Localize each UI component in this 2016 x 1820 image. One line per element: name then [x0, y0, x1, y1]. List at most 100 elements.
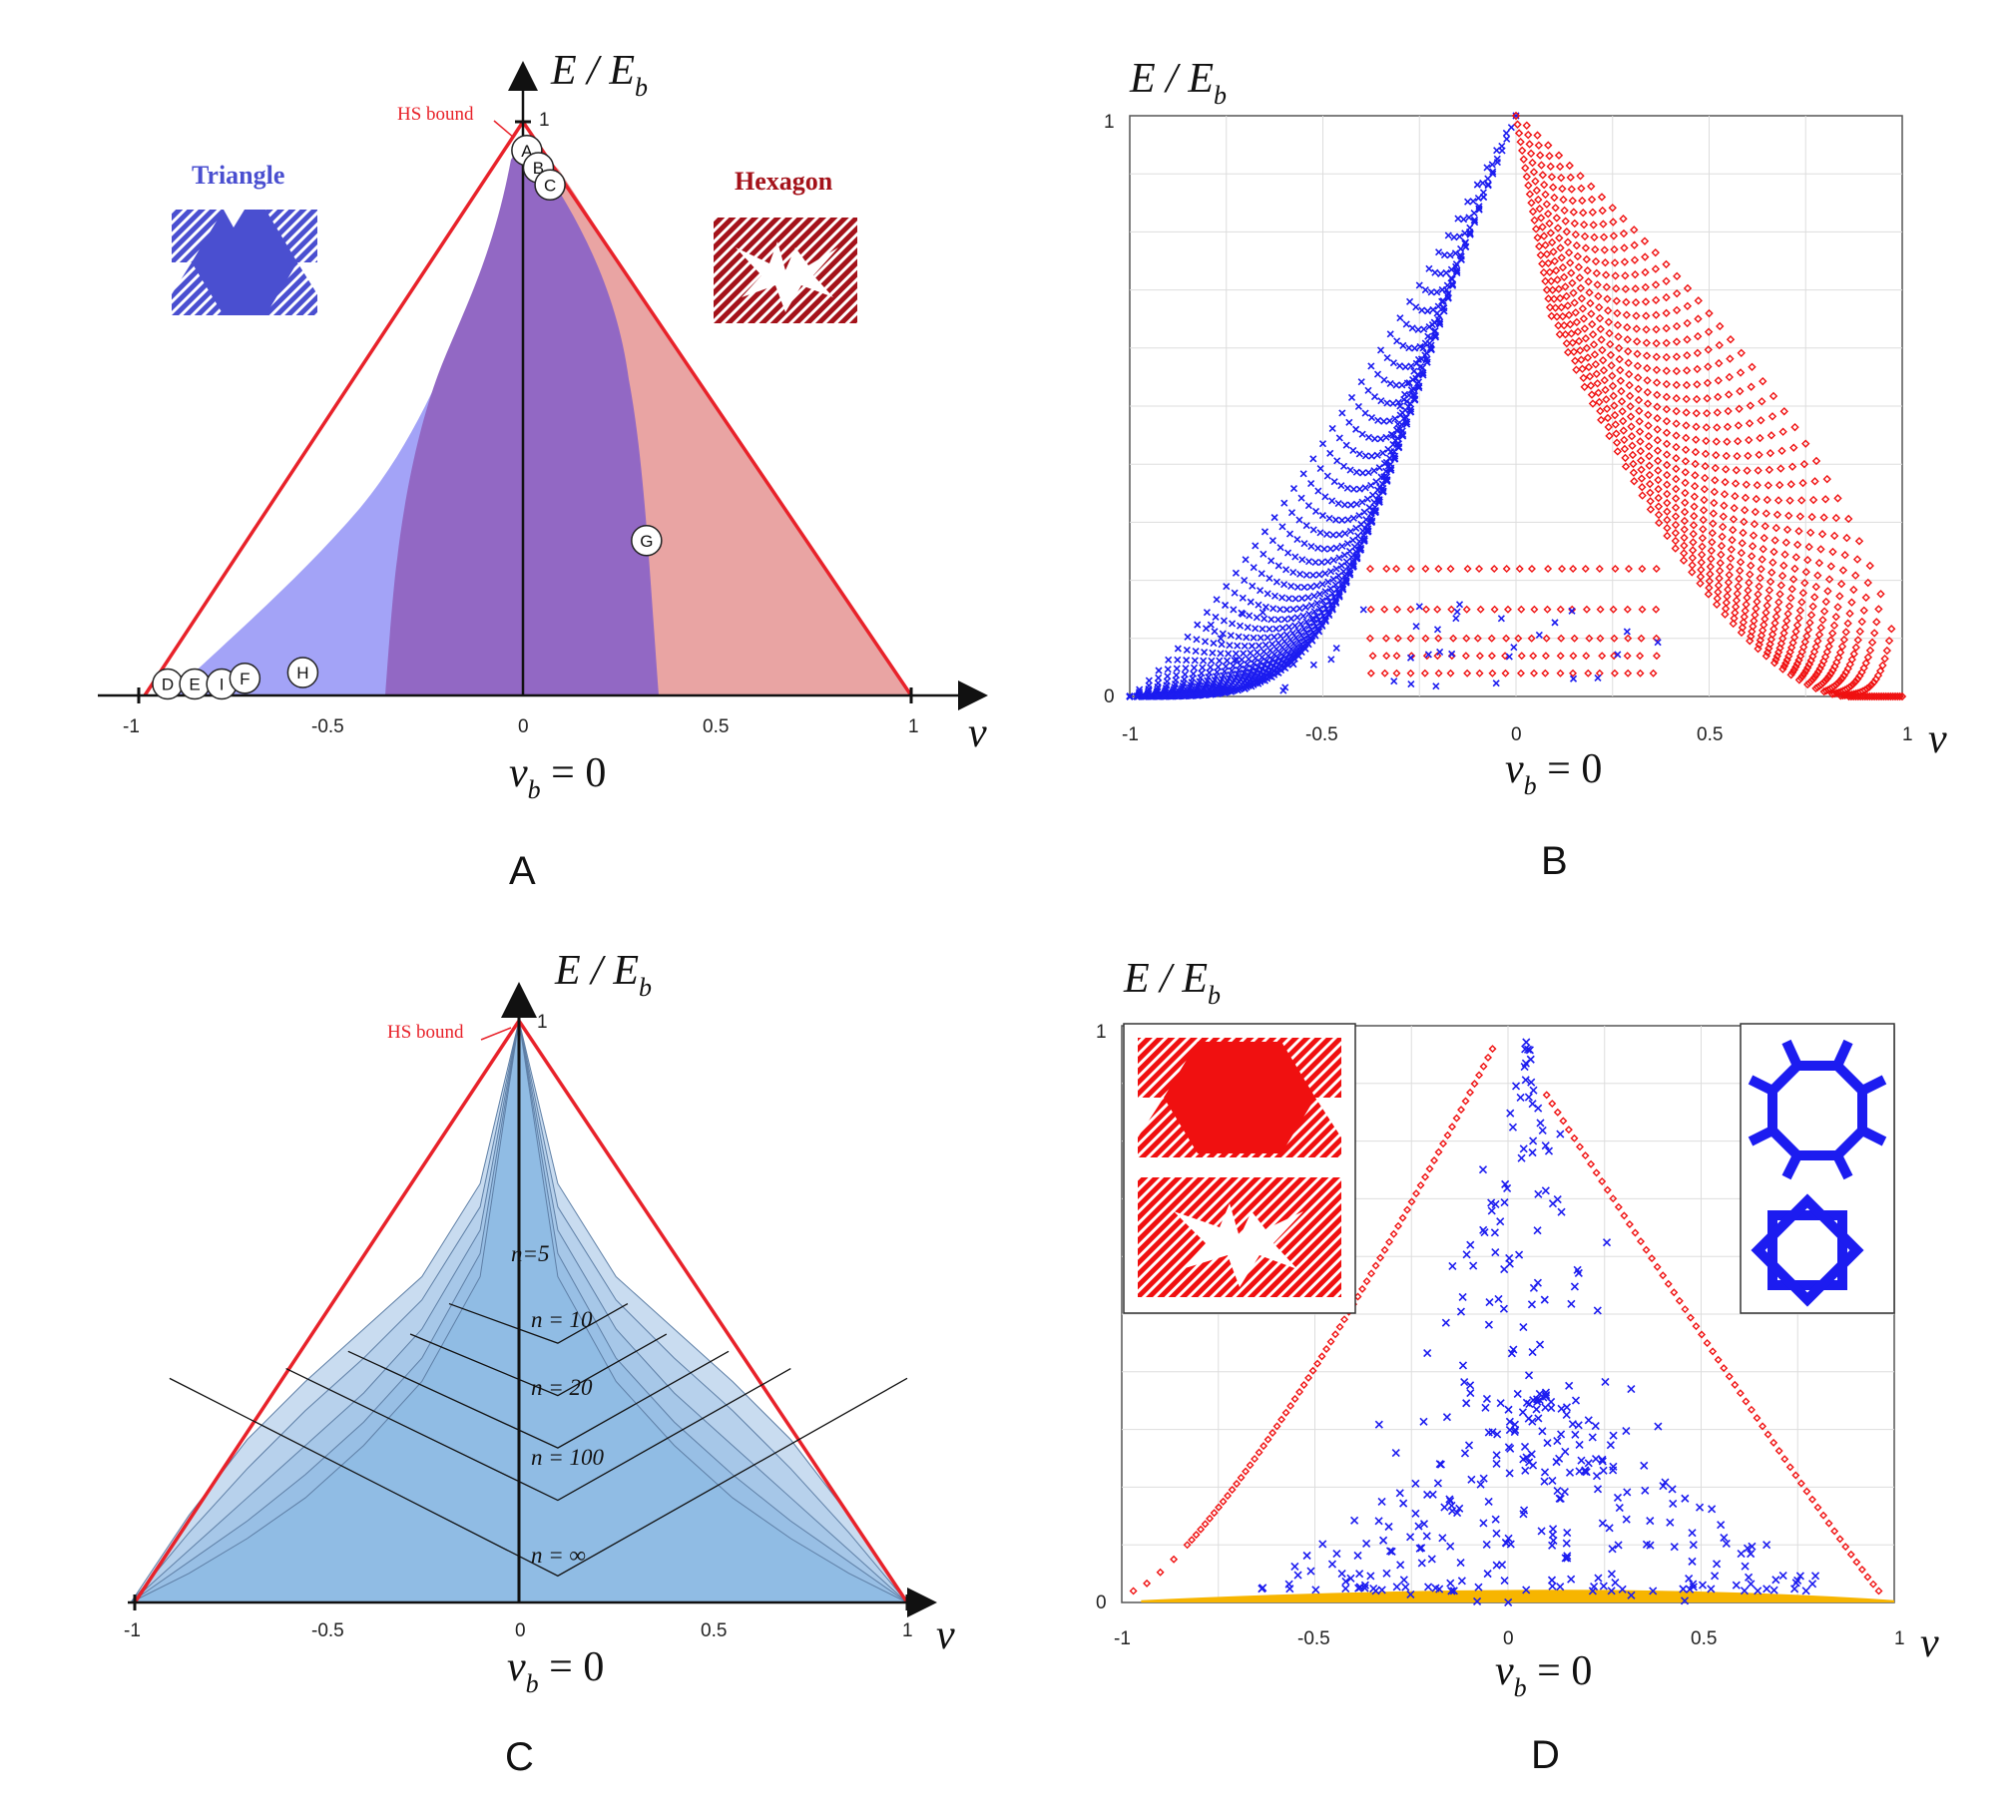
- red-diamond-marker: [1654, 466, 1663, 475]
- red-diamond-marker: [1461, 1097, 1470, 1106]
- red-diamond-marker: [1784, 602, 1794, 611]
- blue-x-marker: [1511, 1082, 1521, 1091]
- red-diamond-marker: [1723, 422, 1733, 431]
- blue-x-marker: [1523, 1045, 1533, 1054]
- blue-x-marker: [1346, 569, 1354, 577]
- red-diamond-marker: [1734, 582, 1743, 591]
- blue-x-marker: [1302, 571, 1310, 579]
- blue-x-marker: [1567, 1575, 1576, 1584]
- blue-x-marker: [1681, 1494, 1690, 1503]
- red-diamond-marker: [1796, 1479, 1805, 1488]
- red-diamond-marker: [1652, 338, 1661, 348]
- red-diamond-marker: [1559, 1117, 1568, 1126]
- red-diamond-marker: [1726, 354, 1735, 363]
- blue-x-marker: [1304, 594, 1312, 602]
- red-diamond-marker: [1416, 1180, 1425, 1189]
- red-diamond-marker: [1688, 568, 1697, 577]
- point-label: E: [189, 676, 200, 694]
- blue-x-marker: [1748, 1542, 1757, 1551]
- red-diamond-marker: [1764, 594, 1772, 603]
- blue-x-marker: [1270, 633, 1278, 641]
- blue-x-marker: [1199, 664, 1207, 672]
- red-diamond-marker: [1680, 549, 1689, 558]
- caption-text: ν: [507, 1644, 526, 1690]
- red-diamond-marker: [1545, 267, 1554, 276]
- red-diamond-marker: [1762, 608, 1770, 618]
- blue-x-marker: [1358, 498, 1366, 506]
- blue-x-marker: [1419, 344, 1427, 352]
- blue-x-marker: [1529, 1137, 1538, 1145]
- blue-x-marker: [1321, 493, 1329, 501]
- red-diamond-marker: [1246, 1461, 1255, 1470]
- red-diamond-marker: [1462, 634, 1471, 643]
- blue-x-marker: [1402, 320, 1410, 328]
- red-diamond-marker: [1819, 607, 1829, 616]
- red-diamond-marker: [1712, 450, 1721, 460]
- n-label: n = 10: [531, 1307, 593, 1332]
- red-diamond-marker: [1672, 464, 1681, 474]
- red-diamond-marker: [1602, 395, 1611, 404]
- red-diamond-marker: [1798, 478, 1807, 488]
- red-diamond-marker: [1517, 652, 1526, 661]
- red-diamond-marker: [1714, 376, 1723, 385]
- red-diamond-marker: [1573, 327, 1583, 336]
- red-diamond-marker: [1764, 465, 1774, 475]
- blue-x-marker: [1234, 642, 1242, 650]
- red-diamond-marker: [1580, 231, 1590, 241]
- red-diamond-marker: [1853, 636, 1862, 645]
- hs-bound-leader: [480, 1027, 512, 1041]
- red-diamond-marker: [1449, 634, 1458, 643]
- blue-x-marker: [1244, 661, 1252, 669]
- blue-x-marker: [1563, 1554, 1572, 1563]
- blue-x-marker: [1434, 302, 1442, 310]
- red-diamond-marker: [1515, 564, 1524, 573]
- blue-x-marker: [1291, 553, 1299, 561]
- red-diamond-marker: [1673, 288, 1682, 298]
- n-level-marker: [448, 1302, 629, 1344]
- red-diamond-marker: [1394, 1221, 1403, 1230]
- red-diamond-marker: [1527, 199, 1536, 208]
- blue-x-marker: [1763, 1585, 1771, 1593]
- red-diamond-marker: [1561, 282, 1570, 291]
- red-diamond-marker: [1585, 634, 1594, 643]
- red-diamond-marker: [1653, 390, 1662, 399]
- x-tick-label: 0: [518, 716, 529, 737]
- blue-x-marker: [1427, 346, 1435, 354]
- red-diamond-marker: [1842, 533, 1851, 543]
- blue-x-marker: [1492, 680, 1500, 687]
- red-diamond-marker: [1755, 640, 1764, 650]
- red-diamond-marker: [1828, 547, 1837, 557]
- red-diamond-marker: [1672, 431, 1681, 440]
- blue-x-marker: [1278, 523, 1286, 531]
- blue-x-marker: [1475, 205, 1483, 213]
- red-diamond-marker: [1652, 352, 1661, 361]
- red-diamond-marker: [1715, 574, 1724, 583]
- red-diamond-marker: [1447, 605, 1456, 614]
- blue-x-marker: [1754, 1587, 1763, 1595]
- blue-x-marker: [1460, 1377, 1469, 1387]
- blue-x-marker: [1299, 612, 1307, 620]
- blue-x-marker: [1383, 399, 1391, 407]
- red-diamond-marker: [1568, 196, 1577, 206]
- blue-x-marker: [1695, 1503, 1705, 1512]
- blue-x-marker: [1448, 281, 1457, 289]
- red-diamond-marker: [1544, 258, 1553, 267]
- blue-x-marker: [1453, 608, 1461, 616]
- red-diamond-marker: [1576, 283, 1586, 292]
- blue-x-marker: [1544, 1146, 1554, 1155]
- blue-x-marker: [1483, 164, 1491, 172]
- x-tick-label: 1: [1894, 1628, 1905, 1649]
- red-diamond-marker: [1718, 532, 1727, 541]
- red-diamond-marker: [1638, 605, 1647, 614]
- red-diamond-marker: [1706, 570, 1715, 579]
- red-diamond-marker: [1833, 603, 1842, 612]
- red-diamond-marker: [1662, 292, 1671, 302]
- blue-x-marker: [1419, 1417, 1428, 1426]
- blue-x-marker: [1487, 1206, 1496, 1215]
- blue-x-marker: [1516, 1093, 1525, 1102]
- red-diamond-marker: [1711, 476, 1720, 485]
- red-diamond-marker: [1689, 521, 1699, 530]
- blue-x-marker: [1315, 590, 1324, 598]
- red-diamond-marker: [1335, 1322, 1344, 1331]
- red-diamond-marker: [1709, 509, 1719, 518]
